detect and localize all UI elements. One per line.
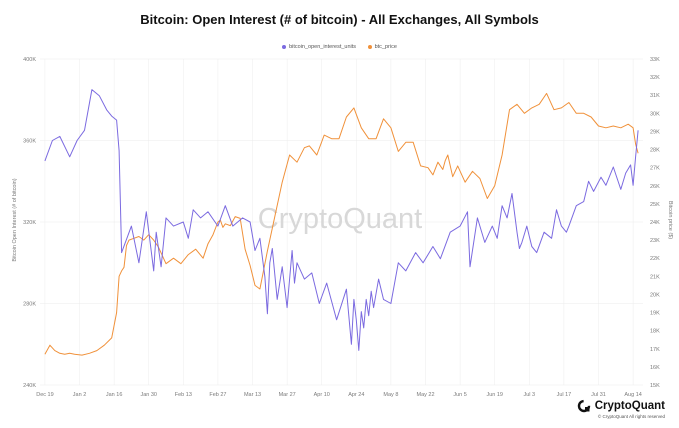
y-right-tick-label: 15K [650,383,660,389]
copyright-text: © CryptoQuant All rights reserved [597,414,665,419]
cryptoquant-logo-icon [577,399,590,413]
y-right-tick-label: 30K [650,111,660,117]
y-right-tick-label: 16K [650,365,660,371]
y-left-tick-label: 320K [23,220,36,226]
y-right-tick-label: 22K [650,256,660,262]
y-right-tick-label: 31K [650,93,660,99]
y-right-tick-label: 29K [650,129,660,135]
x-tick-label: Aug 14 [624,392,641,398]
legend-swatch-price [367,45,372,49]
y-right-tick-label: 17K [650,347,660,353]
brand: CryptoQuant [577,399,665,413]
x-tick-label: May 22 [417,392,435,398]
x-tick-label: Jan 30 [140,392,157,398]
x-tick-label: May 8 [383,392,398,398]
watermark-text: CryptoQuant [258,203,422,235]
x-tick-label: Jul 17 [557,392,572,398]
y-right-tick-label: 32K [650,75,660,81]
y-right-tick-label: 27K [650,166,660,172]
legend-swatch-open-interest [282,45,287,49]
y-left-tick-label: 280K [23,302,36,308]
x-tick-label: Jul 3 [524,392,536,398]
x-tick-label: Apr 24 [348,392,364,398]
brand-name: CryptoQuant [594,400,665,412]
y-right-tick-label: 23K [650,238,660,244]
legend-item-open-interest[interactable]: bitcoin_open_interest_units [282,44,356,50]
x-tick-label: Jan 16 [106,392,123,398]
y-left-tick-label: 360K [23,139,36,145]
x-tick-label: Jun 5 [453,392,466,398]
y-right-tick-label: 24K [650,220,660,226]
x-axis: Dec 19 Jan 2 Jan 16 Jan 30 Feb 13 Feb 27 Mar 1… [36,392,642,398]
y-left-tick-label: 240K [23,383,36,389]
y-right-tick-label: 18K [650,329,660,335]
series-layer [44,89,639,356]
y-axis-left-title: Bitcoin Open Interest (# of bitcoin) [12,178,18,261]
chart-legend[interactable]: bitcoin_open_interest_units btc_price [0,44,679,51]
y-right-tick-label: 33K [650,57,660,63]
footer: CryptoQuant © CryptoQuant All rights res… [577,399,665,419]
y-axis-left: 240K 280K 320K 360K 400K [23,57,36,389]
x-tick-label: Jun 19 [486,392,503,398]
x-tick-label: Dec 19 [36,392,53,398]
y-right-tick-label: 28K [650,148,660,154]
y-right-tick-label: 19K [650,311,660,317]
x-tick-label: Mar 27 [279,392,296,398]
y-right-tick-label: 20K [650,292,660,298]
x-tick-label: Apr 10 [314,392,330,398]
y-right-tick-label: 26K [650,184,660,190]
legend-label-open-interest: bitcoin_open_interest_units [289,44,357,50]
y-axis-right-title: Bitcoin price ($) [667,201,673,239]
legend-item-price[interactable]: btc_price [367,44,397,50]
y-right-tick-label: 21K [650,274,660,280]
y-right-tick-label: 25K [650,202,660,208]
y-left-tick-label: 400K [23,57,36,63]
legend-label-price: btc_price [374,44,397,50]
x-tick-label: Feb 27 [209,392,226,398]
x-tick-label: Jul 31 [591,392,606,398]
x-tick-label: Jan 2 [73,392,86,398]
chart-title: Bitcoin: Open Interest (# of bitcoin) - … [140,12,539,27]
series-line-btc-price [44,92,639,356]
x-tick-label: Feb 13 [175,392,192,398]
series-line-open-interest [44,89,639,351]
y-axis-right: 15K 16K 17K 18K 19K 20K 21K 22K 23K 24K 25K 26K 27K 2… [650,57,660,389]
x-tick-label: Mar 13 [244,392,261,398]
